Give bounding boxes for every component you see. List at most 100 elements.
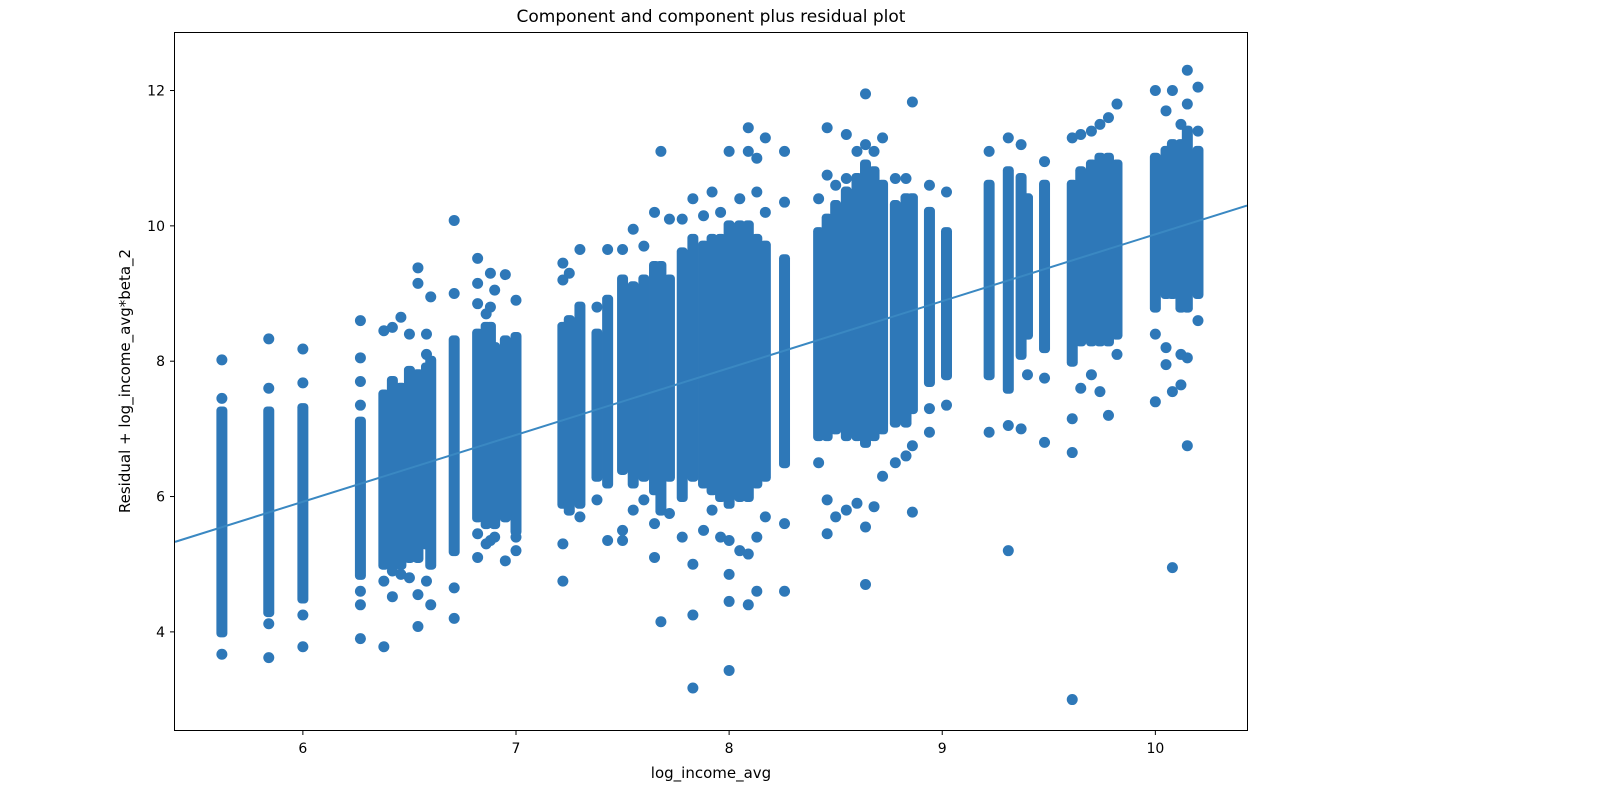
data-point (751, 585, 763, 597)
point-cluster (425, 355, 437, 570)
point-cluster (216, 406, 228, 638)
data-point (676, 213, 688, 225)
data-point (1002, 419, 1014, 431)
point-cluster (687, 233, 699, 482)
data-point (510, 294, 522, 306)
point-cluster (574, 301, 586, 509)
data-point (813, 193, 825, 205)
data-column-4 (354, 315, 366, 645)
point-cluster (821, 213, 833, 442)
data-column-45 (851, 145, 863, 509)
data-point (216, 648, 228, 660)
point-cluster (663, 274, 675, 482)
data-point (742, 599, 754, 611)
data-column-58 (1039, 156, 1051, 448)
x-tick-label: 8 (725, 741, 734, 757)
point-cluster (403, 365, 415, 563)
data-point (1166, 386, 1178, 398)
point-cluster (638, 274, 650, 482)
data-column-25 (627, 223, 639, 516)
plot-frame (174, 32, 1248, 731)
data-column-38 (751, 152, 763, 597)
data-point (923, 179, 935, 191)
point-cluster (1075, 166, 1087, 347)
data-column-20 (563, 267, 575, 516)
data-column-23 (602, 244, 614, 547)
data-point (983, 145, 995, 157)
data-point (779, 145, 791, 157)
data-column-59 (1066, 132, 1078, 706)
data-point (1075, 382, 1087, 394)
data-point (1075, 129, 1087, 141)
data-column-52 (923, 179, 935, 438)
data-point (472, 551, 484, 563)
data-column-41 (813, 193, 825, 469)
data-point (698, 524, 710, 536)
data-point (602, 244, 614, 256)
data-point (354, 399, 366, 411)
data-column-43 (830, 179, 842, 523)
data-point (940, 399, 952, 411)
data-point (378, 641, 390, 653)
point-cluster (1181, 125, 1193, 313)
data-point (638, 240, 650, 252)
data-point (655, 616, 667, 628)
data-point (906, 506, 918, 518)
data-point (813, 457, 825, 469)
data-point (448, 214, 460, 226)
data-point (877, 132, 889, 144)
point-cluster (378, 389, 390, 570)
data-point (627, 223, 639, 235)
data-point (649, 518, 661, 530)
x-tick-label: 9 (938, 741, 947, 757)
data-point (840, 504, 852, 516)
data-point (472, 277, 484, 289)
data-point (1192, 315, 1204, 327)
point-cluster (1066, 179, 1078, 367)
data-point (860, 579, 872, 591)
point-cluster (1166, 139, 1178, 300)
data-column-44 (840, 129, 852, 516)
data-point (821, 122, 833, 134)
data-column-69 (1181, 64, 1193, 452)
data-column-61 (1085, 125, 1097, 381)
data-point (649, 206, 661, 218)
data-point (448, 612, 460, 624)
y-tick-label: 6 (156, 490, 165, 506)
data-column-53 (940, 186, 952, 411)
data-point (297, 641, 309, 653)
point-cluster (563, 315, 575, 516)
data-column-24 (617, 244, 629, 547)
data-column-39 (759, 132, 771, 523)
data-column-62 (1094, 118, 1106, 398)
point-cluster (617, 274, 629, 475)
data-point (557, 257, 569, 269)
data-point (472, 528, 484, 540)
point-cluster (759, 240, 771, 482)
data-point (574, 244, 586, 256)
data-point (1160, 359, 1172, 371)
point-cluster (489, 342, 501, 530)
point-cluster (698, 240, 710, 489)
data-point (821, 494, 833, 506)
data-point (378, 575, 390, 587)
point-cluster (877, 179, 889, 435)
data-point (1066, 694, 1078, 706)
point-cluster (906, 193, 918, 415)
data-point (617, 244, 629, 256)
data-point (627, 504, 639, 516)
data-point (386, 591, 398, 603)
point-cluster (923, 206, 935, 387)
data-point (591, 301, 603, 313)
data-point (412, 277, 424, 289)
data-point (354, 352, 366, 364)
point-cluster (297, 403, 309, 604)
data-point (1192, 125, 1204, 137)
data-point (723, 568, 735, 580)
data-point (715, 206, 727, 218)
data-point (1015, 423, 1027, 435)
y-axis-label: Residual + log_income_avg*beta_2 (116, 249, 135, 513)
data-point (868, 501, 880, 513)
data-point (923, 403, 935, 415)
